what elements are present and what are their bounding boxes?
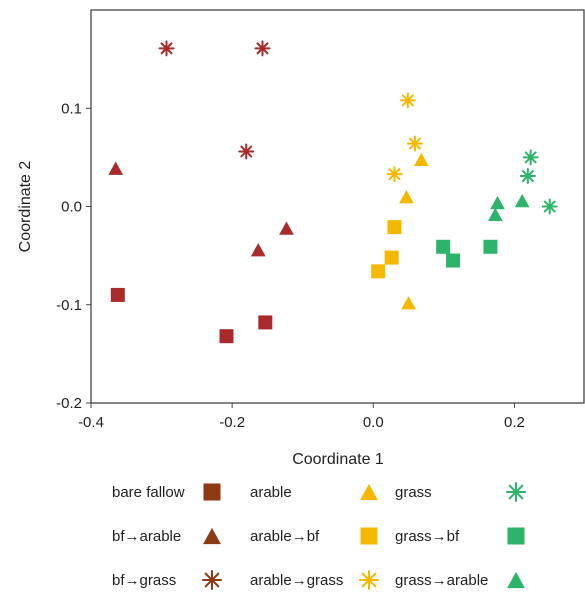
point-bf-arable bbox=[279, 221, 294, 235]
point-arable-grass bbox=[386, 166, 403, 183]
point-grass-bf bbox=[483, 239, 498, 254]
legend-label: grass→arable bbox=[395, 572, 488, 589]
point-grass-arable bbox=[488, 207, 503, 222]
x-tick-label: -0.4 bbox=[78, 414, 104, 431]
point-arable-grass bbox=[406, 135, 423, 152]
y-tick-label: 0.1 bbox=[61, 100, 82, 117]
point-arable-grass bbox=[399, 92, 416, 109]
legend-label: grass bbox=[395, 484, 432, 501]
point-arable bbox=[399, 190, 414, 204]
point-bf-grass bbox=[238, 143, 255, 160]
point-arable-bf bbox=[371, 264, 386, 279]
point-bf-arable bbox=[108, 161, 124, 175]
point-bf-grass bbox=[158, 40, 175, 57]
y-tick-label: -0.2 bbox=[56, 395, 82, 412]
legend-label: bf→grass bbox=[112, 572, 176, 589]
point-grass-arable bbox=[490, 195, 505, 210]
y-axis-title: Coordinate 2 bbox=[17, 161, 34, 253]
point-grass-bf bbox=[436, 239, 451, 254]
legend-marker-arable bbox=[360, 483, 378, 501]
point-arable-bf bbox=[387, 220, 402, 235]
point-arable-bf bbox=[384, 250, 399, 265]
point-bare-fallow bbox=[258, 315, 273, 330]
legend-marker-grass-arable bbox=[507, 571, 525, 589]
y-tick-label: -0.1 bbox=[56, 297, 82, 314]
legend: bare fallow arable grass bf→arable arable→bf… bbox=[112, 482, 526, 590]
legend-label: arable bbox=[250, 484, 292, 501]
point-grass-bf bbox=[446, 253, 461, 268]
axes: -0.4 -0.2 0.0 0.2 -0.2 -0.1 0.0 0.1 bbox=[56, 100, 525, 431]
legend-label: arable→bf bbox=[250, 528, 320, 545]
y-tick-label: 0.0 bbox=[61, 199, 82, 216]
legend-marker-arable-bf bbox=[360, 527, 378, 545]
point-bare-fallow bbox=[219, 329, 234, 344]
legend-marker-grass bbox=[506, 482, 526, 502]
plot-frame bbox=[90, 9, 585, 404]
point-grass bbox=[519, 168, 536, 185]
x-tick-label: 0.0 bbox=[363, 414, 384, 431]
legend-marker-bf-grass bbox=[202, 570, 222, 590]
legend-marker-bf-arable bbox=[203, 527, 221, 545]
data-points bbox=[108, 40, 558, 344]
x-tick-label: -0.2 bbox=[219, 414, 245, 431]
point-bare-fallow bbox=[110, 287, 125, 302]
point-grass bbox=[541, 198, 558, 215]
legend-label: bf→arable bbox=[112, 528, 181, 545]
point-grass-arable bbox=[514, 193, 530, 208]
point-bf-grass bbox=[254, 40, 271, 57]
legend-marker-bare-fallow bbox=[203, 483, 221, 501]
plot-area bbox=[90, 9, 585, 404]
legend-label: arable→grass bbox=[250, 572, 343, 589]
point-grass bbox=[522, 149, 539, 166]
legend-marker-grass-bf bbox=[507, 527, 525, 545]
point-arable bbox=[401, 296, 416, 310]
point-bf-arable bbox=[250, 243, 266, 257]
legend-marker-arable-grass bbox=[359, 570, 379, 590]
x-axis-title: Coordinate 1 bbox=[292, 451, 384, 468]
x-tick-label: 0.2 bbox=[504, 414, 525, 431]
legend-label: bare fallow bbox=[112, 484, 185, 501]
point-arable bbox=[413, 152, 429, 166]
legend-label: grass→bf bbox=[395, 528, 460, 545]
